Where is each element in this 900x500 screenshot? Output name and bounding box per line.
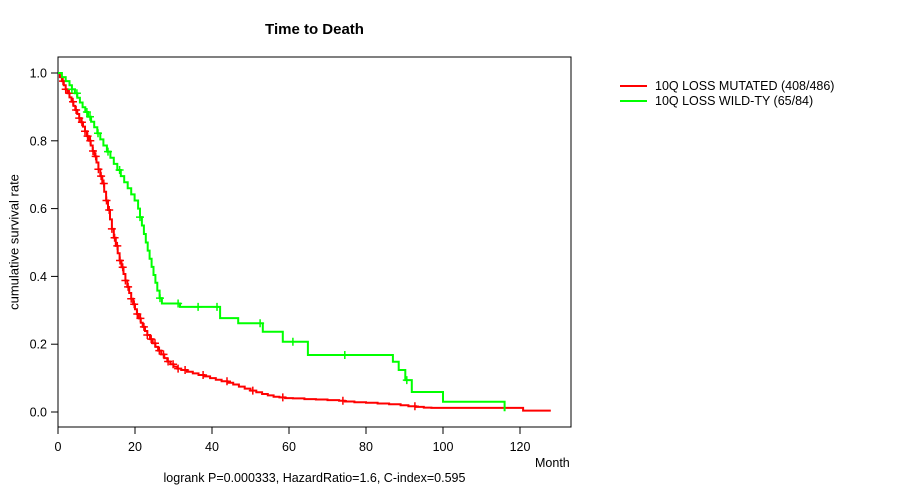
x-axis-tick-label: 120 xyxy=(510,440,531,454)
x-axis-tick-label: 80 xyxy=(359,440,373,454)
legend-green-line-icon xyxy=(620,99,647,102)
y-axis-title: cumulative survival rate xyxy=(6,174,22,310)
legend-item-wildtype: 10Q LOSS WILD-TY (65/84) xyxy=(620,93,834,108)
legend: 10Q LOSS MUTATED (408/486) 10Q LOSS WILD… xyxy=(620,78,834,108)
x-axis-tick-label: 60 xyxy=(282,440,296,454)
censor-marks-1 xyxy=(67,85,411,385)
stats-annotation: logrank P=0.000333, HazardRatio=1.6, C-i… xyxy=(163,471,466,485)
y-axis-tick-label: 1.0 xyxy=(30,67,47,81)
legend-item-mutated: 10Q LOSS MUTATED (408/486) xyxy=(620,78,834,93)
y-axis-tick-label: 0.0 xyxy=(30,406,47,420)
plot-box xyxy=(57,56,572,428)
x-axis-tick-label: 0 xyxy=(55,440,62,454)
legend-label-wildtype: 10Q LOSS WILD-TY (65/84) xyxy=(655,93,814,108)
x-axis-tick-label: 40 xyxy=(205,440,219,454)
y-axis-tick-label: 0.2 xyxy=(30,338,47,352)
x-axis-title: Month xyxy=(535,456,570,470)
y-axis-tick-label: 0.8 xyxy=(30,134,47,148)
y-axis-tick-label: 0.6 xyxy=(30,202,47,216)
chart-title: Time to Death xyxy=(265,21,364,38)
km-curve-0 xyxy=(58,72,551,412)
legend-label-mutated: 10Q LOSS MUTATED (408/486) xyxy=(655,78,835,93)
legend-red-line-icon xyxy=(620,84,647,87)
km-curve-1 xyxy=(58,72,506,412)
x-axis-tick-label: 20 xyxy=(128,440,142,454)
x-axis-tick-label: 100 xyxy=(433,440,454,454)
censor-marks-0 xyxy=(59,77,419,411)
y-axis-tick-label: 0.4 xyxy=(30,270,47,284)
